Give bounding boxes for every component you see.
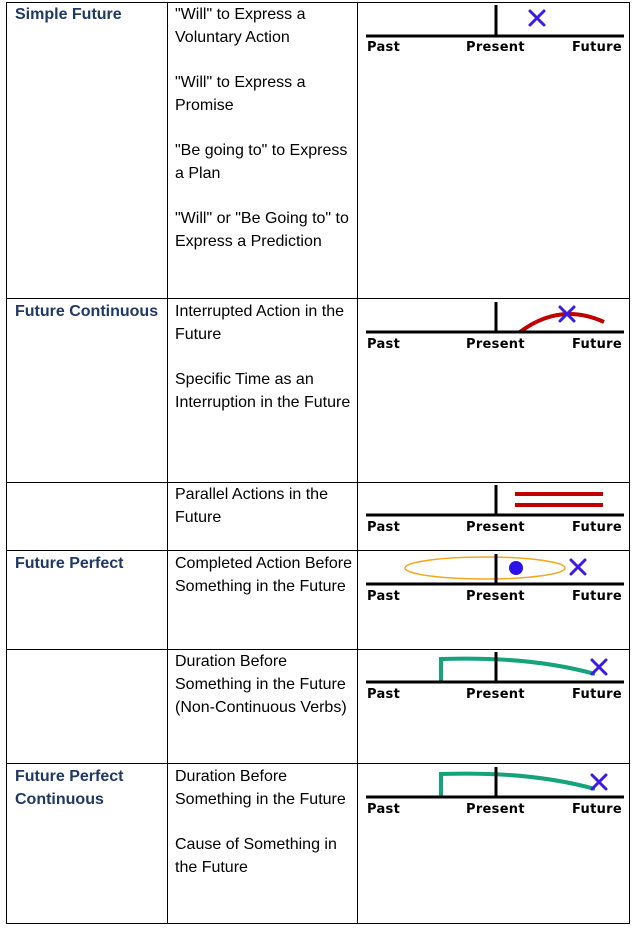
timeline-label-past: Past (367, 802, 401, 817)
timeline-future-perfect: Past Present Future (360, 554, 630, 614)
use-item: "Will" to Express a Promise (175, 74, 306, 114)
row-divider (6, 550, 630, 551)
dot-marker (509, 561, 523, 575)
timeline-diagram (366, 652, 624, 684)
timeline-diagram (366, 5, 624, 38)
timeline-label-present: Present (466, 520, 525, 535)
row-divider (6, 482, 630, 483)
timeline-future-continuous: Past Present Future (360, 302, 630, 362)
use-item: Parallel Actions in the Future (175, 486, 328, 526)
uses-list: "Will" to Express a Voluntary Action "Wi… (175, 3, 353, 275)
tense-label: Future Perfect Continuous (15, 768, 124, 808)
timeline-label-future: Future (572, 802, 622, 817)
tense-label: Simple Future (15, 6, 122, 23)
uses-list: Interrupted Action in the Future Specifi… (175, 300, 353, 436)
x-marker (528, 9, 546, 27)
timeline-label-future: Future (572, 589, 622, 604)
timeline-label-past: Past (367, 520, 401, 535)
timeline-label-past: Past (367, 40, 401, 55)
x-marker (590, 658, 608, 676)
tense-label: Future Perfect (15, 555, 124, 572)
use-item: "Will" to Express a Voluntary Action (175, 6, 306, 46)
timeline-label-present: Present (466, 337, 525, 352)
timeline-parallel-actions: Past Present Future (360, 485, 630, 545)
timeline-diagram (366, 767, 624, 799)
timeline-label-present: Present (466, 802, 525, 817)
timeline-label-future: Future (572, 687, 622, 702)
use-item: Interrupted Action in the Future (175, 303, 344, 343)
timeline-diagram (366, 302, 624, 334)
row-divider (6, 763, 630, 764)
timeline-label-present: Present (466, 687, 525, 702)
timeline-label-past: Past (367, 687, 401, 702)
table-border-top (6, 2, 630, 3)
timeline-duration-before: Past Present Future (360, 652, 630, 712)
uses-list: Duration Before Something in the Future … (175, 765, 353, 901)
use-item: Duration Before Something in the Future (175, 768, 346, 808)
timeline-simple-future: Past Present Future (360, 5, 630, 65)
tense-label: Future Continuous (15, 303, 159, 320)
table-border-bottom (6, 923, 630, 924)
uses-list: Parallel Actions in the Future (175, 483, 353, 551)
use-item: "Will" or "Be Going to" to Express a Pre… (175, 210, 349, 250)
timeline-label-future: Future (572, 40, 622, 55)
timeline-label-future: Future (572, 520, 622, 535)
uses-list: Duration Before Something in the Future … (175, 650, 353, 741)
table-border-left (6, 2, 7, 924)
timeline-label-past: Past (367, 589, 401, 604)
timeline-future-perfect-continuous: Past Present Future (360, 767, 630, 827)
row-divider (6, 298, 630, 299)
row-divider (6, 649, 630, 650)
uses-list: Completed Action Before Something in the… (175, 552, 353, 620)
x-marker (590, 773, 608, 791)
use-item: "Be going to" to Express a Plan (175, 142, 348, 182)
table-border-right (629, 2, 630, 924)
use-item: Completed Action Before Something in the… (175, 555, 352, 595)
x-marker (558, 305, 576, 323)
use-item: Specific Time as an Interruption in the … (175, 371, 351, 411)
use-item: Duration Before Something in the Future … (175, 653, 347, 716)
timeline-label-past: Past (367, 337, 401, 352)
timeline-label-future: Future (572, 337, 622, 352)
x-marker (569, 558, 587, 576)
timeline-label-present: Present (466, 40, 525, 55)
timeline-diagram (366, 485, 624, 517)
column-divider-2 (357, 2, 358, 924)
timeline-diagram (366, 554, 624, 586)
use-item: Cause of Something in the Future (175, 836, 337, 876)
timeline-label-present: Present (466, 589, 525, 604)
column-divider-1 (167, 2, 168, 924)
